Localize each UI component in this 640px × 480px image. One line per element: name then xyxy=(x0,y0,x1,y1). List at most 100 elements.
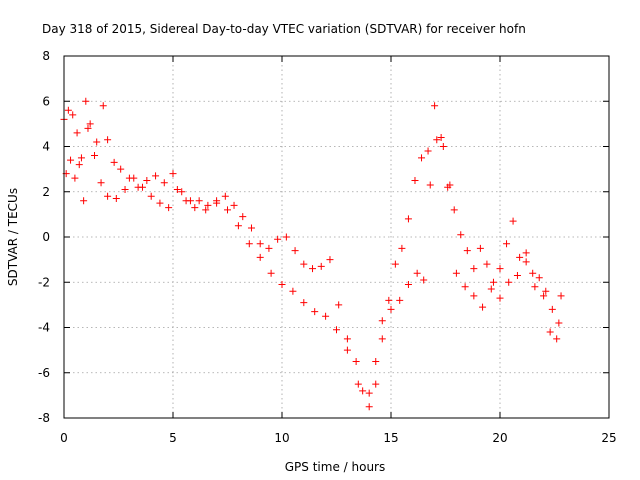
data-point xyxy=(420,276,428,284)
y-tick-label: 2 xyxy=(42,185,50,199)
data-point xyxy=(378,335,386,343)
data-point xyxy=(300,299,308,307)
data-point xyxy=(291,247,299,255)
data-point xyxy=(450,206,458,214)
data-point xyxy=(387,305,395,313)
data-point xyxy=(300,260,308,268)
data-point xyxy=(437,133,445,141)
data-point xyxy=(156,199,164,207)
data-point xyxy=(535,274,543,282)
data-point xyxy=(516,253,524,261)
data-point xyxy=(274,235,282,243)
data-point xyxy=(343,335,351,343)
data-point xyxy=(391,260,399,268)
data-point xyxy=(278,281,286,289)
data-point xyxy=(82,97,90,105)
data-point xyxy=(542,287,550,295)
data-point xyxy=(224,206,231,214)
data-points xyxy=(60,97,565,411)
data-point xyxy=(396,296,404,304)
data-point xyxy=(503,240,511,248)
data-point xyxy=(424,147,432,155)
y-tick-label: -8 xyxy=(38,411,50,425)
data-point xyxy=(152,172,160,180)
data-point xyxy=(110,158,118,166)
data-point xyxy=(505,278,513,286)
data-point xyxy=(75,161,83,169)
data-point xyxy=(372,380,380,388)
data-point xyxy=(322,312,330,320)
data-point xyxy=(265,244,273,252)
data-point xyxy=(418,154,426,162)
data-point xyxy=(289,287,297,295)
data-point xyxy=(77,154,85,162)
y-tick-label: -6 xyxy=(38,366,50,380)
data-point xyxy=(160,179,168,187)
data-point xyxy=(487,285,495,293)
data-point xyxy=(513,271,521,279)
data-point xyxy=(221,192,229,200)
data-point xyxy=(267,269,275,277)
data-point xyxy=(230,201,238,209)
data-point xyxy=(411,176,419,184)
x-tick-label: 5 xyxy=(169,431,177,445)
data-point xyxy=(80,197,88,205)
data-point xyxy=(256,253,264,261)
y-tick-label: -2 xyxy=(38,275,50,289)
data-point xyxy=(326,256,334,264)
y-tick-label: -4 xyxy=(38,321,50,335)
data-point xyxy=(404,281,412,289)
data-point xyxy=(496,294,504,302)
data-point xyxy=(531,283,539,291)
data-point xyxy=(84,124,92,132)
data-point xyxy=(529,269,537,277)
data-point xyxy=(239,213,247,221)
data-point xyxy=(343,346,351,354)
data-point xyxy=(117,165,125,173)
data-point xyxy=(426,181,434,189)
x-tick-label: 20 xyxy=(492,431,507,445)
chart-title: Day 318 of 2015, Sidereal Day-to-day VTE… xyxy=(42,22,526,36)
data-point xyxy=(463,247,471,255)
data-point xyxy=(509,217,517,225)
data-point xyxy=(67,156,75,164)
data-point xyxy=(548,305,556,313)
data-point xyxy=(245,240,253,248)
data-point xyxy=(317,262,325,270)
data-point xyxy=(195,197,203,205)
data-point xyxy=(147,192,155,200)
data-point xyxy=(104,136,112,144)
data-point xyxy=(335,301,343,309)
data-point xyxy=(546,328,554,336)
data-point xyxy=(64,106,72,114)
data-point xyxy=(97,179,105,187)
data-point xyxy=(404,215,412,223)
data-point xyxy=(359,387,367,395)
data-point xyxy=(352,357,360,365)
y-axis-label: SDTVAR / TECUs xyxy=(6,188,20,286)
data-point xyxy=(470,292,478,300)
data-point xyxy=(522,258,530,266)
data-point xyxy=(489,278,497,286)
data-point xyxy=(247,224,255,232)
data-point xyxy=(540,292,548,300)
data-point xyxy=(138,183,146,191)
data-point xyxy=(470,265,478,273)
data-point xyxy=(354,380,362,388)
data-point xyxy=(555,319,563,327)
data-point xyxy=(311,308,319,316)
data-point xyxy=(372,357,380,365)
x-tick-label: 15 xyxy=(383,431,398,445)
data-point xyxy=(446,181,454,189)
data-point xyxy=(202,206,210,214)
data-point xyxy=(204,201,212,209)
x-tick-label: 10 xyxy=(274,431,289,445)
data-point xyxy=(93,138,101,146)
data-point xyxy=(173,185,181,193)
data-point xyxy=(121,185,129,193)
data-point xyxy=(378,317,386,325)
data-point xyxy=(91,152,99,160)
data-point xyxy=(256,240,264,248)
data-point xyxy=(433,136,441,144)
data-point xyxy=(99,102,107,110)
